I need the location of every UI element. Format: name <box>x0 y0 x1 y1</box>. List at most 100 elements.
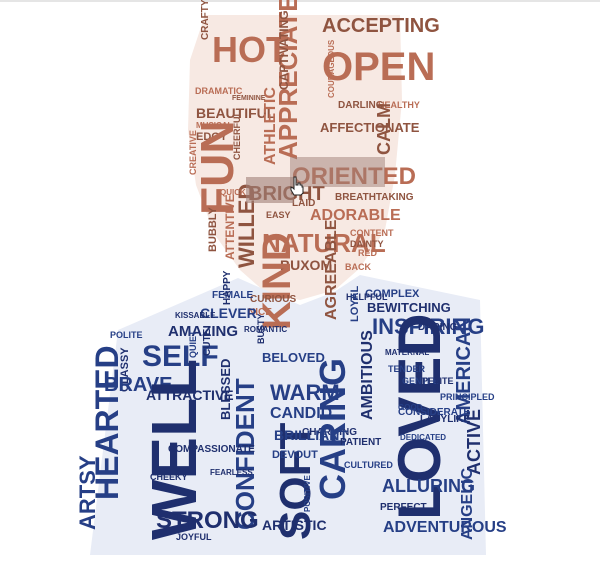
head-word: OPEN <box>322 45 435 89</box>
body-word: DEDICATED <box>400 433 446 442</box>
head-word: BEAUTIFUL <box>196 105 276 121</box>
body-word: JOYFUL <box>176 532 212 542</box>
head-word: CAPTIVATING <box>277 10 291 90</box>
body-word: ADVENTUROUS <box>383 519 507 536</box>
head-word: BREATHTAKING <box>335 192 414 203</box>
head-word: DRAMATIC <box>195 86 243 96</box>
body-word: ATTRACTIVE <box>146 387 234 403</box>
body-word: CHEEKY <box>150 472 188 482</box>
body-word: CULTURED <box>344 460 393 470</box>
body-word: PERFECT <box>380 502 427 513</box>
body-word: TENDER <box>388 364 426 374</box>
head-word: RED <box>358 248 378 258</box>
head-word: NICE <box>248 307 272 318</box>
body-word: FEMALE <box>212 290 253 301</box>
body-word: COMPLEX <box>365 288 420 300</box>
head-word: AGREEABLE <box>323 219 340 320</box>
body-word: FEARLESS <box>210 468 253 477</box>
body-word: DEVOUT <box>272 449 318 461</box>
body-word: HAPPY <box>222 270 233 305</box>
body-word: GENTLE <box>402 376 439 386</box>
body-word: CANDID <box>270 405 332 422</box>
body-word: AMERICAN <box>453 317 475 425</box>
body-word: CONFIDENT <box>230 378 260 530</box>
head-word: NATURAL <box>262 228 386 258</box>
body-word: AMAZING <box>168 323 238 340</box>
head-word-layer: HOT ACCEPTING OPEN CRAFTY APPRECIATEDBEAUTIF… <box>188 0 440 330</box>
body-word: LADYLIKE <box>420 414 470 425</box>
head-word: CRAFTY <box>200 0 211 40</box>
body-word: BELOVED <box>262 350 325 365</box>
body-word: BRILLIANT <box>274 427 348 443</box>
body-silhouette <box>90 275 486 555</box>
head-word: ACCEPTING <box>322 15 440 37</box>
body-word: SOFT <box>271 423 320 540</box>
hand-cursor-icon <box>290 176 304 196</box>
head-word: FUN <box>191 120 243 215</box>
head-word: CREATIVE <box>188 130 198 175</box>
body-word: ARTISTIC <box>262 517 327 533</box>
head-word: MUSICAL <box>196 121 233 130</box>
head-word: QUICK <box>220 188 246 197</box>
head-word: CURIOUS <box>250 294 296 305</box>
body-word: WELL <box>138 359 210 540</box>
body-word: CHARMING <box>302 427 357 438</box>
body-word: BUSTY <box>256 313 266 344</box>
body-word: DARING <box>418 322 458 333</box>
head-word: KIND <box>255 232 299 330</box>
body-word: CUTE <box>202 328 213 356</box>
head-word: LAID <box>292 198 315 209</box>
head-word: EASY <box>266 210 291 220</box>
head-word: EDGY <box>196 131 228 143</box>
body-word: ALLURING <box>382 476 475 496</box>
body-word: ANGELIC <box>459 468 476 540</box>
head-word: BUBBLY <box>207 207 219 252</box>
head-word: CHEERFUL <box>232 110 242 160</box>
body-word: BLESSED <box>218 359 233 420</box>
body-word: GOOD <box>398 403 423 412</box>
body-word: MATERNAL <box>385 348 429 357</box>
head-word: FEMININE <box>232 95 266 102</box>
head-word: HOT <box>212 29 288 70</box>
head-word: ATHLETIC <box>262 87 279 165</box>
head-word: APPRECIATED <box>273 0 303 160</box>
head-word: BUXOM <box>280 257 332 273</box>
body-word: WARM <box>270 380 340 405</box>
head-word: ADORABLE <box>310 207 401 224</box>
body-word: HELPFUL <box>346 292 388 302</box>
head-word: DARLING <box>338 100 384 111</box>
body-word: PETITE <box>422 376 454 386</box>
body-word: BRAVE <box>104 374 173 396</box>
body-word: POSITIVE <box>303 474 312 512</box>
body-word: AMBITIOUS <box>359 330 376 420</box>
body-word: LOYAL <box>349 285 361 322</box>
body-word: HEARTED <box>89 345 125 500</box>
body-word: COMPASSIONATE <box>168 444 255 455</box>
body-word: SELF <box>142 340 219 373</box>
body-word: POLITE <box>110 330 143 340</box>
body-word: CLASSY <box>119 347 131 392</box>
body-word: ARTSY <box>75 455 100 530</box>
body-word: CARING <box>312 358 353 500</box>
body-word: LOVED <box>386 313 453 520</box>
body-word: INSPIRING <box>372 314 484 339</box>
body-word: ACTIVE <box>464 409 484 475</box>
head-word: CALM <box>374 103 394 155</box>
highlight-box-bright <box>246 177 294 203</box>
page-top-border <box>0 0 600 2</box>
head-word: HEALTHY <box>378 100 420 110</box>
body-word: ROMANTIC <box>244 325 287 334</box>
head-word: COURAGEOUS <box>327 39 336 98</box>
body-word: PATIENT <box>340 437 381 448</box>
head-word: BACK <box>345 262 371 272</box>
body-word: STRONG <box>156 507 259 534</box>
head-word: CONTENT <box>350 228 394 238</box>
body-word: PRINCIPLED <box>440 392 495 402</box>
body-word: CONSIDERATE <box>398 407 470 418</box>
body-word: KISSABLE <box>175 311 216 320</box>
highlight-box-oriented <box>290 157 385 187</box>
body-word: BEWITCHING <box>367 300 451 315</box>
